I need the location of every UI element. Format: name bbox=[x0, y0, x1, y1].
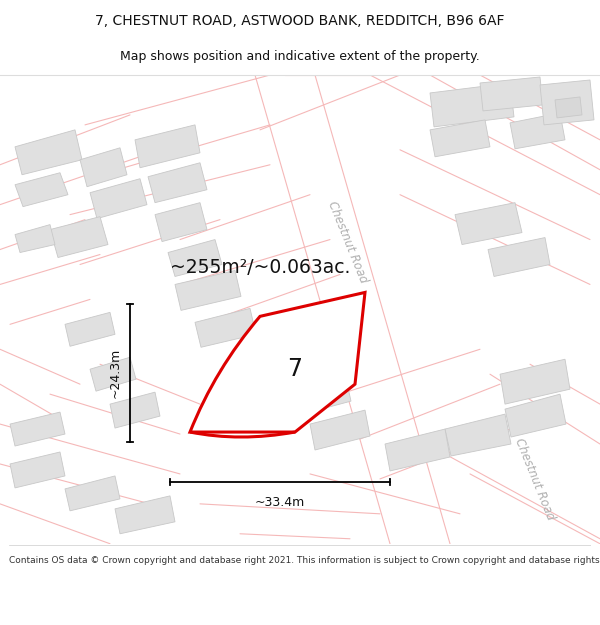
Polygon shape bbox=[500, 359, 570, 404]
Text: Contains OS data © Crown copyright and database right 2021. This information is : Contains OS data © Crown copyright and d… bbox=[9, 556, 600, 565]
Polygon shape bbox=[90, 179, 147, 219]
Polygon shape bbox=[148, 162, 207, 202]
Text: ~33.4m: ~33.4m bbox=[255, 496, 305, 509]
Polygon shape bbox=[15, 173, 68, 207]
Polygon shape bbox=[455, 202, 522, 244]
Polygon shape bbox=[175, 271, 241, 311]
Polygon shape bbox=[155, 202, 207, 241]
Polygon shape bbox=[10, 412, 65, 446]
Text: 7, CHESTNUT ROAD, ASTWOOD BANK, REDDITCH, B96 6AF: 7, CHESTNUT ROAD, ASTWOOD BANK, REDDITCH… bbox=[95, 14, 505, 28]
Polygon shape bbox=[15, 224, 55, 253]
Polygon shape bbox=[65, 312, 115, 346]
Text: Map shows position and indicative extent of the property.: Map shows position and indicative extent… bbox=[120, 50, 480, 62]
Polygon shape bbox=[90, 357, 136, 391]
Polygon shape bbox=[480, 77, 543, 111]
Polygon shape bbox=[385, 429, 450, 471]
Polygon shape bbox=[135, 125, 200, 168]
Polygon shape bbox=[290, 374, 351, 416]
Text: ~255m²/~0.063ac.: ~255m²/~0.063ac. bbox=[170, 258, 350, 277]
Polygon shape bbox=[50, 217, 108, 258]
Polygon shape bbox=[65, 476, 120, 511]
Polygon shape bbox=[430, 83, 514, 127]
Polygon shape bbox=[115, 496, 175, 534]
Polygon shape bbox=[255, 342, 316, 381]
Polygon shape bbox=[310, 410, 370, 450]
Polygon shape bbox=[10, 452, 65, 488]
Polygon shape bbox=[555, 97, 582, 118]
Polygon shape bbox=[505, 394, 566, 437]
Polygon shape bbox=[510, 113, 565, 149]
Text: 7: 7 bbox=[287, 357, 302, 381]
Polygon shape bbox=[110, 392, 160, 428]
Polygon shape bbox=[488, 238, 550, 276]
Polygon shape bbox=[195, 308, 256, 348]
Polygon shape bbox=[540, 80, 594, 125]
Polygon shape bbox=[445, 414, 511, 456]
PathPatch shape bbox=[190, 292, 365, 432]
Polygon shape bbox=[15, 130, 82, 175]
Polygon shape bbox=[430, 120, 490, 157]
Text: Chestnut Road: Chestnut Road bbox=[512, 436, 557, 522]
Text: Chestnut Road: Chestnut Road bbox=[326, 199, 370, 286]
Polygon shape bbox=[80, 148, 127, 187]
Polygon shape bbox=[168, 239, 222, 276]
Text: ~24.3m: ~24.3m bbox=[109, 348, 122, 398]
